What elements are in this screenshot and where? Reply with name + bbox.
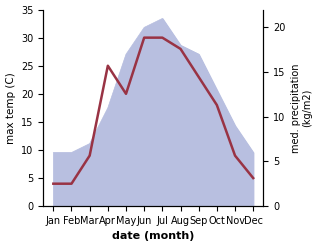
X-axis label: date (month): date (month) bbox=[112, 231, 194, 242]
Y-axis label: med. precipitation
(kg/m2): med. precipitation (kg/m2) bbox=[291, 63, 313, 153]
Y-axis label: max temp (C): max temp (C) bbox=[5, 72, 16, 144]
